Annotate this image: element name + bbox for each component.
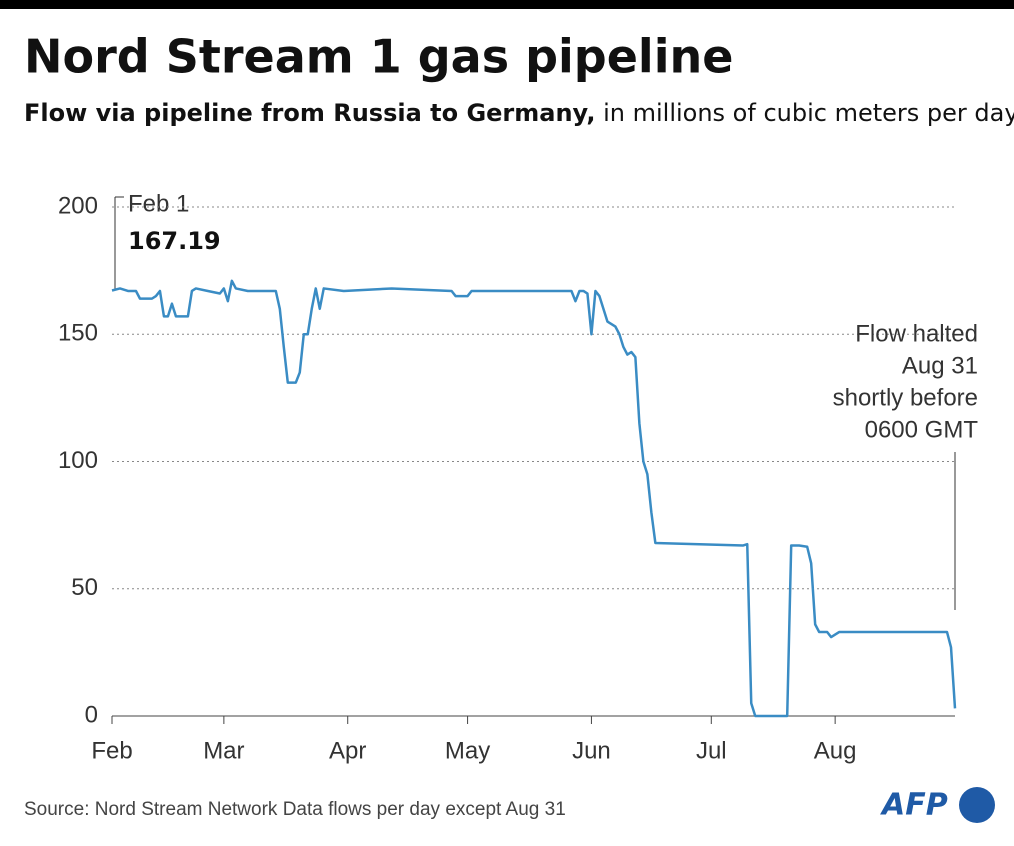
- top-bar: [0, 0, 1014, 9]
- end-note: 0600 GMT: [865, 416, 979, 443]
- flow-line: [111, 279, 957, 718]
- x-tick-label: Feb: [91, 737, 132, 764]
- y-tick-label: 0: [85, 701, 98, 728]
- x-tick-label: May: [445, 737, 490, 764]
- x-tick-label: Mar: [203, 737, 244, 764]
- x-tick-label: Aug: [814, 737, 857, 764]
- chart-title: Nord Stream 1 gas pipeline: [24, 30, 733, 84]
- subtitle-bold: Flow via pipeline from Russia to Germany…: [24, 99, 595, 127]
- x-tick-label: Jun: [572, 737, 611, 764]
- end-note: Flow halted: [855, 320, 978, 347]
- y-tick-label: 100: [58, 447, 98, 474]
- end-note: shortly before: [833, 384, 978, 411]
- start-value: 167.19: [128, 227, 221, 255]
- y-tick-label: 50: [71, 574, 98, 601]
- start-label: Feb 1: [128, 190, 189, 217]
- x-tick-label: Jul: [696, 737, 727, 764]
- y-tick-label: 150: [58, 320, 98, 347]
- y-tick-label: 200: [58, 192, 98, 219]
- source: Source: Nord Stream Network Data flows p…: [24, 799, 566, 820]
- x-tick-label: Apr: [329, 737, 366, 764]
- subtitle-rest: in millions of cubic meters per day: [603, 99, 1014, 127]
- chart-subtitle: Flow via pipeline from Russia to Germany…: [24, 99, 1014, 127]
- end-note: Aug 31: [902, 352, 978, 379]
- logo-text: AFP: [880, 788, 948, 823]
- logo-circle: [959, 787, 995, 823]
